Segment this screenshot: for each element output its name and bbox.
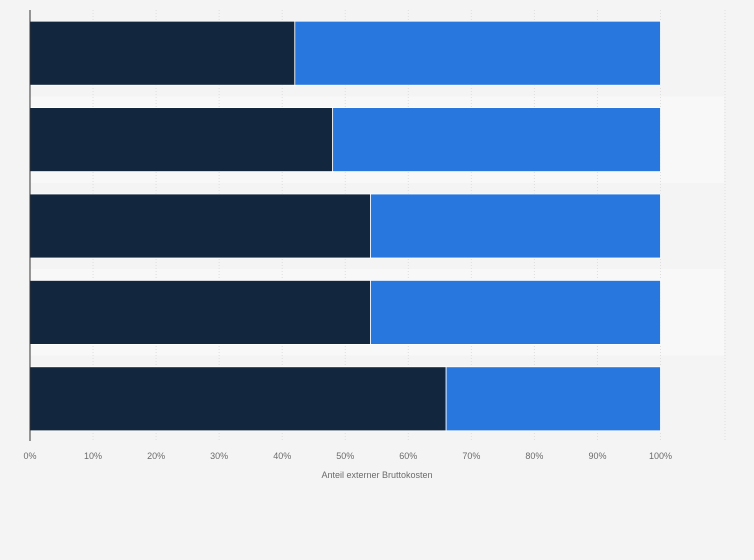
x-tick-label: 100% (649, 451, 672, 461)
x-tick-label: 70% (462, 451, 480, 461)
bar-segment-dark[interactable] (29, 107, 334, 172)
x-tick-label: 50% (336, 451, 354, 461)
x-axis-title: Anteil externer Bruttokosten (321, 470, 432, 480)
x-tick-label: 0% (23, 451, 36, 461)
bar-segment-dark[interactable] (29, 193, 371, 259)
x-tick-label: 80% (525, 451, 543, 461)
x-tick-label: 40% (273, 451, 291, 461)
x-tick-label: 10% (84, 451, 102, 461)
bar-segment-dark[interactable] (29, 279, 371, 345)
bar-segment-blue[interactable] (370, 279, 661, 345)
bars (29, 20, 661, 432)
bar-segment-dark[interactable] (29, 20, 296, 86)
x-tick-label: 90% (588, 451, 606, 461)
x-tick-label: 20% (147, 451, 165, 461)
bar-segment-blue[interactable] (332, 107, 661, 172)
bar-segment-blue[interactable] (445, 366, 661, 432)
bar-segment-blue[interactable] (294, 20, 661, 86)
x-tick-labels: 0% 10% 20% 30% 40% 50% 60% 70% 80% 90% 100% (23, 451, 672, 461)
x-tick-label: 30% (210, 451, 228, 461)
bar-segment-blue[interactable] (370, 193, 661, 259)
x-tick-label: 60% (399, 451, 417, 461)
bar-segment-dark[interactable] (29, 366, 447, 432)
